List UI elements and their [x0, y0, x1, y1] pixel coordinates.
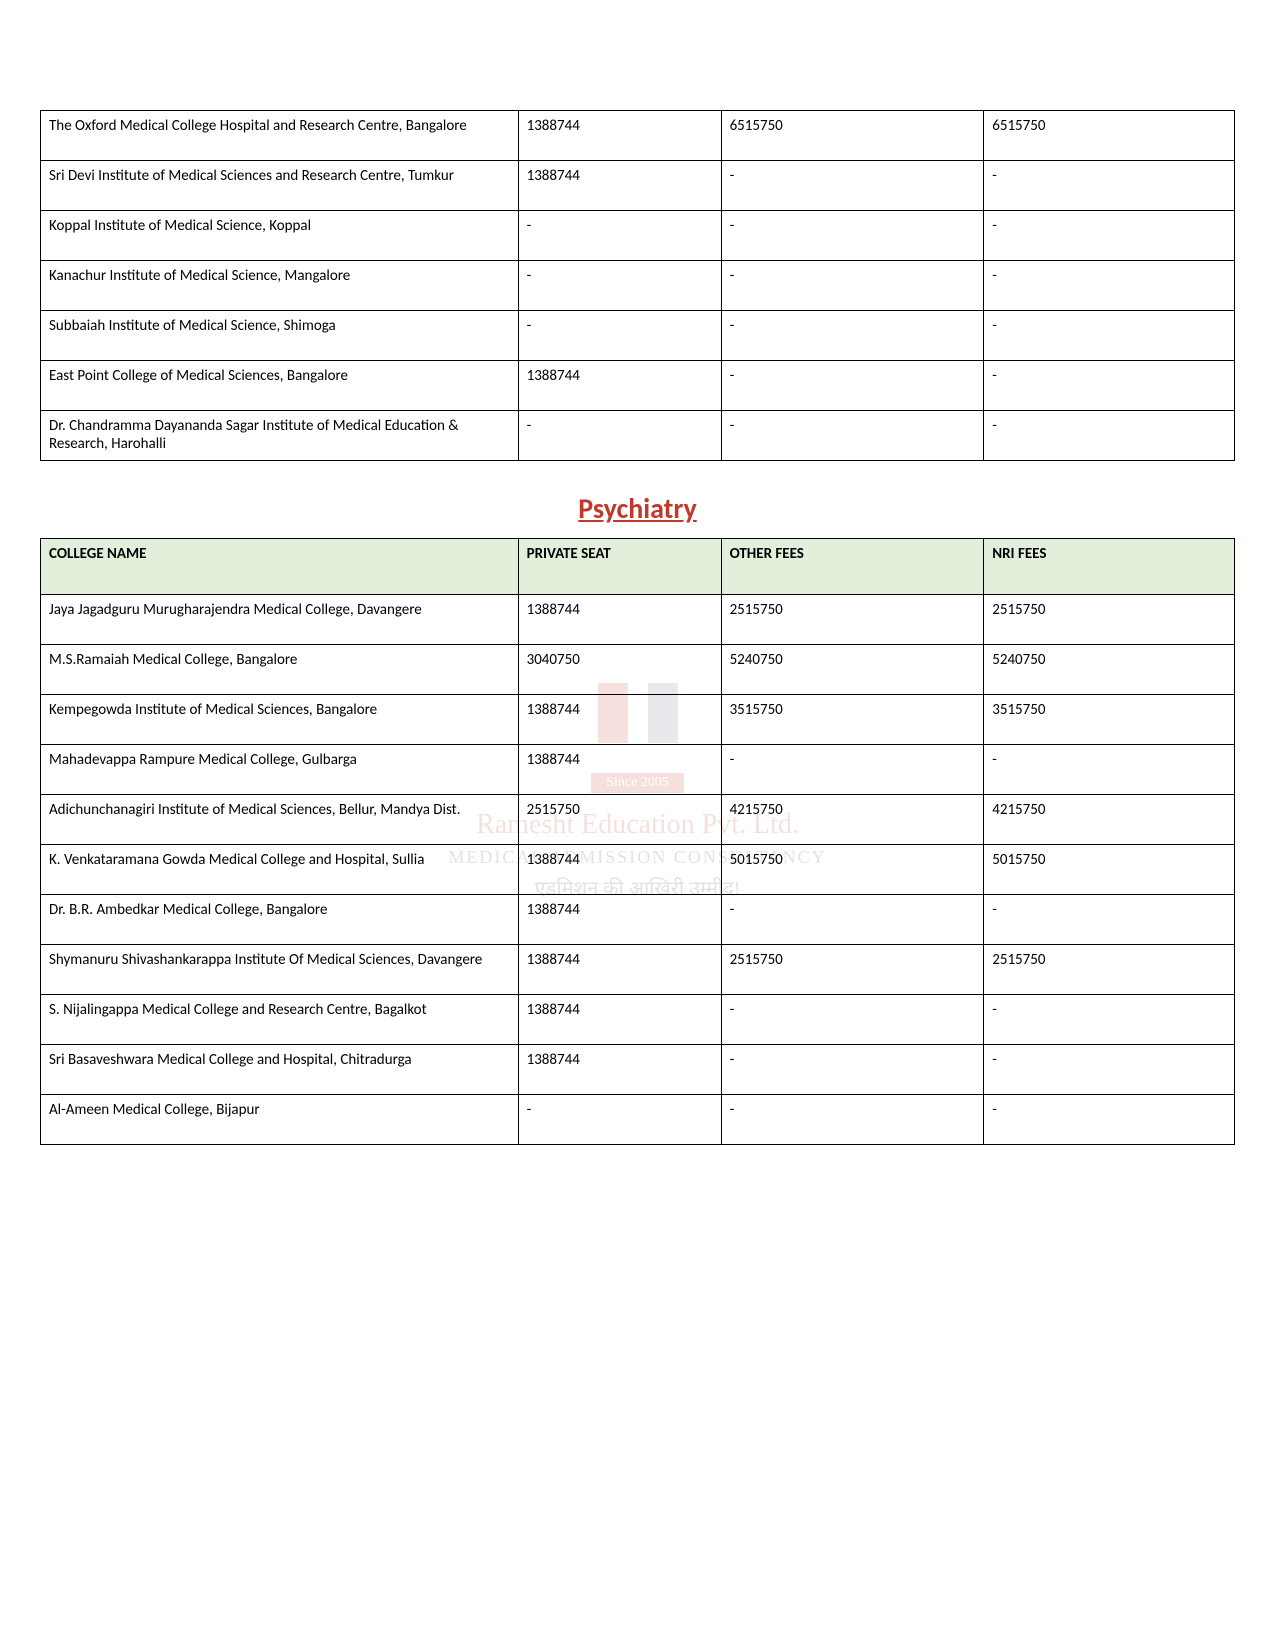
- cell-college-name: S. Nijalingappa Medical College and Rese…: [41, 995, 519, 1045]
- cell-value: 5015750: [984, 845, 1235, 895]
- cell-value: 5240750: [721, 645, 984, 695]
- cell-value: -: [721, 211, 984, 261]
- cell-value: -: [721, 361, 984, 411]
- cell-value: 1388744: [518, 995, 721, 1045]
- table-row: East Point College of Medical Sciences, …: [41, 361, 1235, 411]
- table-row: Mahadevappa Rampure Medical College, Gul…: [41, 745, 1235, 795]
- cell-college-name: Shymanuru Shivashankarappa Institute Of …: [41, 945, 519, 995]
- cell-value: 1388744: [518, 1045, 721, 1095]
- cell-value: -: [984, 161, 1235, 211]
- table-row: K. Venkataramana Gowda Medical College a…: [41, 845, 1235, 895]
- cell-college-name: Subbaiah Institute of Medical Science, S…: [41, 311, 519, 361]
- cell-value: -: [721, 995, 984, 1045]
- cell-college-name: Sri Basaveshwara Medical College and Hos…: [41, 1045, 519, 1095]
- col-header-nri-fees: NRI FEES: [984, 539, 1235, 595]
- cell-value: 1388744: [518, 845, 721, 895]
- cell-value: -: [518, 411, 721, 461]
- table-row: Subbaiah Institute of Medical Science, S…: [41, 311, 1235, 361]
- cell-value: -: [984, 895, 1235, 945]
- table-row: Jaya Jagadguru Murugharajendra Medical C…: [41, 595, 1235, 645]
- cell-college-name: Al-Ameen Medical College, Bijapur: [41, 1095, 519, 1145]
- cell-college-name: Kanachur Institute of Medical Science, M…: [41, 261, 519, 311]
- cell-value: -: [984, 1045, 1235, 1095]
- cell-value: -: [984, 261, 1235, 311]
- cell-value: -: [518, 311, 721, 361]
- table-row: Dr. B.R. Ambedkar Medical College, Banga…: [41, 895, 1235, 945]
- cell-value: 6515750: [721, 111, 984, 161]
- cell-value: 5015750: [721, 845, 984, 895]
- cell-value: -: [518, 211, 721, 261]
- cell-college-name: K. Venkataramana Gowda Medical College a…: [41, 845, 519, 895]
- cell-college-name: Koppal Institute of Medical Science, Kop…: [41, 211, 519, 261]
- col-header-college-name: COLLEGE NAME: [41, 539, 519, 595]
- cell-value: 2515750: [518, 795, 721, 845]
- table-row: Koppal Institute of Medical Science, Kop…: [41, 211, 1235, 261]
- table-row: The Oxford Medical College Hospital and …: [41, 111, 1235, 161]
- table-row: Sri Devi Institute of Medical Sciences a…: [41, 161, 1235, 211]
- table-top: The Oxford Medical College Hospital and …: [40, 110, 1235, 461]
- cell-value: 1388744: [518, 161, 721, 211]
- cell-value: 2515750: [721, 945, 984, 995]
- table-row: Adichunchanagiri Institute of Medical Sc…: [41, 795, 1235, 845]
- cell-value: 3515750: [721, 695, 984, 745]
- table-row: M.S.Ramaiah Medical College, Bangalore30…: [41, 645, 1235, 695]
- table-row: Kempegowda Institute of Medical Sciences…: [41, 695, 1235, 745]
- cell-value: -: [518, 1095, 721, 1145]
- cell-value: -: [721, 895, 984, 945]
- cell-value: -: [518, 261, 721, 311]
- cell-college-name: Dr. B.R. Ambedkar Medical College, Banga…: [41, 895, 519, 945]
- cell-value: -: [984, 211, 1235, 261]
- cell-college-name: East Point College of Medical Sciences, …: [41, 361, 519, 411]
- cell-value: -: [984, 411, 1235, 461]
- cell-college-name: Sri Devi Institute of Medical Sciences a…: [41, 161, 519, 211]
- table-row: Kanachur Institute of Medical Science, M…: [41, 261, 1235, 311]
- cell-value: 3040750: [518, 645, 721, 695]
- cell-college-name: Kempegowda Institute of Medical Sciences…: [41, 695, 519, 745]
- col-header-other-fees: OTHER FEES: [721, 539, 984, 595]
- col-header-private-seat: PRIVATE SEAT: [518, 539, 721, 595]
- cell-value: 1388744: [518, 895, 721, 945]
- cell-value: 1388744: [518, 945, 721, 995]
- cell-value: 1388744: [518, 745, 721, 795]
- cell-college-name: Adichunchanagiri Institute of Medical Sc…: [41, 795, 519, 845]
- cell-value: -: [721, 161, 984, 211]
- cell-college-name: Dr. Chandramma Dayananda Sagar Institute…: [41, 411, 519, 461]
- cell-college-name: Mahadevappa Rampure Medical College, Gul…: [41, 745, 519, 795]
- cell-value: -: [984, 311, 1235, 361]
- cell-value: -: [721, 745, 984, 795]
- cell-value: 3515750: [984, 695, 1235, 745]
- table-row: S. Nijalingappa Medical College and Rese…: [41, 995, 1235, 1045]
- cell-value: -: [721, 311, 984, 361]
- page-content: The Oxford Medical College Hospital and …: [40, 110, 1235, 1145]
- cell-value: -: [721, 261, 984, 311]
- cell-value: -: [721, 411, 984, 461]
- cell-value: -: [984, 361, 1235, 411]
- cell-value: 1388744: [518, 595, 721, 645]
- table-row: Al-Ameen Medical College, Bijapur---: [41, 1095, 1235, 1145]
- cell-value: 5240750: [984, 645, 1235, 695]
- cell-value: -: [984, 1095, 1235, 1145]
- cell-value: 1388744: [518, 111, 721, 161]
- cell-value: 2515750: [984, 595, 1235, 645]
- table-row: Sri Basaveshwara Medical College and Hos…: [41, 1045, 1235, 1095]
- cell-value: 2515750: [721, 595, 984, 645]
- cell-value: 6515750: [984, 111, 1235, 161]
- cell-value: 2515750: [984, 945, 1235, 995]
- cell-value: -: [984, 745, 1235, 795]
- cell-value: 1388744: [518, 695, 721, 745]
- cell-college-name: M.S.Ramaiah Medical College, Bangalore: [41, 645, 519, 695]
- table-psychiatry: COLLEGE NAME PRIVATE SEAT OTHER FEES NRI…: [40, 538, 1235, 1145]
- table-row: Shymanuru Shivashankarappa Institute Of …: [41, 945, 1235, 995]
- cell-value: -: [721, 1045, 984, 1095]
- cell-value: 1388744: [518, 361, 721, 411]
- section-heading-psychiatry: Psychiatry: [40, 491, 1235, 526]
- table-header-row: COLLEGE NAME PRIVATE SEAT OTHER FEES NRI…: [41, 539, 1235, 595]
- cell-value: -: [984, 995, 1235, 1045]
- cell-college-name: Jaya Jagadguru Murugharajendra Medical C…: [41, 595, 519, 645]
- cell-value: -: [721, 1095, 984, 1145]
- cell-value: 4215750: [984, 795, 1235, 845]
- cell-value: 4215750: [721, 795, 984, 845]
- table-row: Dr. Chandramma Dayananda Sagar Institute…: [41, 411, 1235, 461]
- cell-college-name: The Oxford Medical College Hospital and …: [41, 111, 519, 161]
